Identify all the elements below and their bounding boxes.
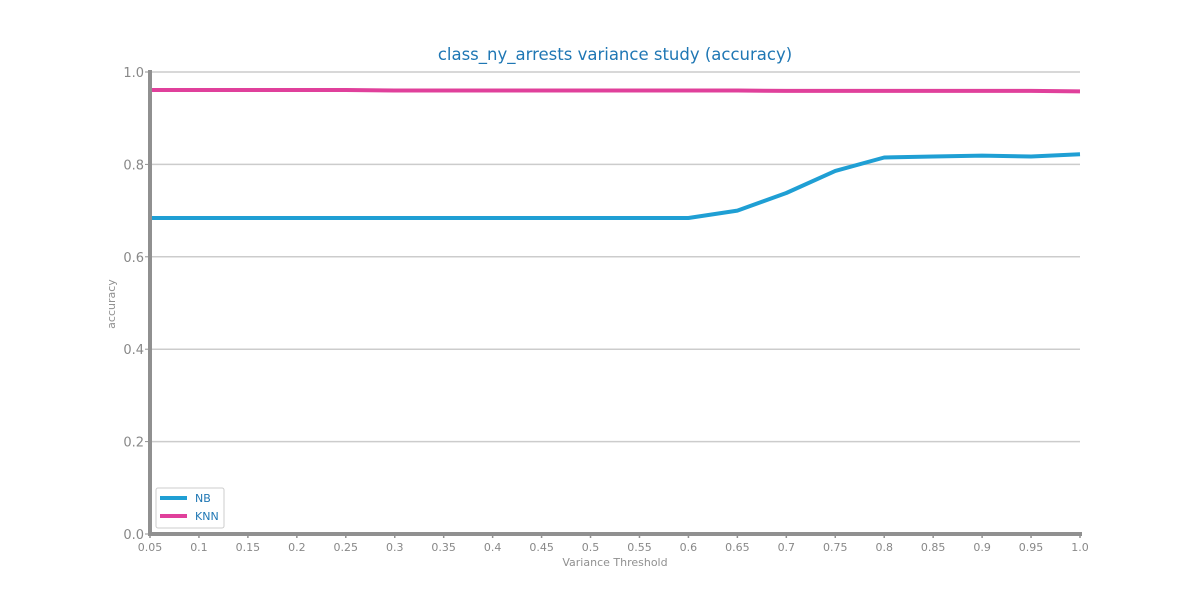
y-tick-label: 0.0 bbox=[123, 528, 144, 543]
x-tick-label: 0.9 bbox=[973, 541, 991, 554]
x-tick-label: 0.3 bbox=[386, 541, 404, 554]
y-tick-label: 0.6 bbox=[123, 251, 144, 266]
x-tick-label: 0.6 bbox=[680, 541, 698, 554]
x-tick-label: 0.5 bbox=[582, 541, 600, 554]
x-tick-label: 0.1 bbox=[190, 541, 208, 554]
y-axis-label: accuracy bbox=[105, 279, 118, 329]
ticks: 0.0 0.2 0.4 0.6 0.8 1.0 0.05 0.1 0.15 0.2 0.25 0.3 0… bbox=[123, 66, 1088, 554]
legend: NB KNN bbox=[155, 487, 225, 529]
x-tick-label: 0.8 bbox=[875, 541, 893, 554]
x-tick-label: 0.15 bbox=[236, 541, 261, 554]
y-tick-label: 0.4 bbox=[123, 343, 144, 358]
x-tick-label: 0.05 bbox=[138, 541, 163, 554]
axes bbox=[148, 70, 1082, 536]
y-tick-label: 0.8 bbox=[123, 158, 144, 173]
x-tick-label: 0.2 bbox=[288, 541, 306, 554]
x-tick-label: 0.75 bbox=[823, 541, 848, 554]
grid bbox=[150, 71, 1080, 535]
y-tick-label: 0.2 bbox=[123, 436, 144, 451]
x-tick-label: 0.65 bbox=[725, 541, 750, 554]
legend-label-nb: NB bbox=[195, 492, 211, 505]
x-tick-label: 0.45 bbox=[529, 541, 554, 554]
x-tick-label: 0.25 bbox=[334, 541, 359, 554]
x-tick-label: 0.95 bbox=[1019, 541, 1044, 554]
x-tick-label: 0.85 bbox=[921, 541, 946, 554]
x-tick-label: 0.4 bbox=[484, 541, 502, 554]
x-tick-label: 0.55 bbox=[627, 541, 652, 554]
x-tick-label: 0.35 bbox=[431, 541, 456, 554]
x-tick-label: 0.7 bbox=[778, 541, 796, 554]
chart-title: class_ny_arrests variance study (accurac… bbox=[438, 45, 792, 65]
x-axis-label: Variance Threshold bbox=[562, 556, 667, 569]
x-tick-label: 1.0 bbox=[1071, 541, 1089, 554]
series-line-knn bbox=[150, 88, 1081, 94]
series-line-nb bbox=[150, 152, 1081, 220]
y-tick-label: 1.0 bbox=[123, 66, 144, 81]
series-lines bbox=[150, 88, 1081, 220]
legend-label-knn: KNN bbox=[195, 510, 219, 523]
